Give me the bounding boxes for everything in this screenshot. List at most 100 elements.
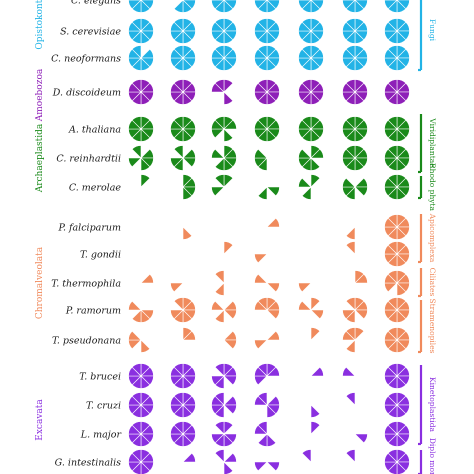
pie-slice xyxy=(387,297,398,311)
pie-glyph xyxy=(254,461,280,472)
pie-slice xyxy=(257,392,268,406)
pie-slice xyxy=(214,282,225,296)
pie-slice xyxy=(223,174,234,188)
pie-slice xyxy=(257,421,268,435)
pie-slice xyxy=(257,186,268,200)
pie-slice xyxy=(298,282,312,293)
species-label: P. falciparum xyxy=(58,223,122,234)
pie-slice xyxy=(257,18,268,32)
lineage-label: Stramenopiles xyxy=(428,299,437,354)
pie-slice xyxy=(310,327,321,341)
pie-glyph xyxy=(310,327,321,341)
pie-glyph xyxy=(170,79,196,105)
pie-glyph xyxy=(254,79,280,105)
pie-slice xyxy=(345,18,356,32)
pie-glyph xyxy=(345,392,356,406)
group-label: Archaeplastida xyxy=(35,123,45,193)
pie-slice xyxy=(345,79,356,93)
pie-glyph xyxy=(301,449,312,463)
pie-glyph xyxy=(384,327,410,353)
pie-glyph xyxy=(170,18,196,44)
lineage-label: Fungi xyxy=(428,19,437,42)
pie-slice xyxy=(211,433,225,444)
pie-slice xyxy=(298,300,312,311)
pie-slice xyxy=(342,309,356,320)
pie-glyph xyxy=(211,421,237,447)
pie-glyph xyxy=(342,327,365,353)
pie-slice xyxy=(173,421,184,435)
pie-slice xyxy=(266,395,280,406)
pie-glyph xyxy=(298,174,321,200)
lineage-label: Diplo monad xyxy=(428,438,437,474)
lineage-label: Viridiplantae xyxy=(428,117,437,168)
pie-slice xyxy=(131,116,142,130)
pie-slice xyxy=(254,273,268,284)
pie-glyph xyxy=(342,366,356,377)
pie-slice xyxy=(310,404,321,418)
pie-slice xyxy=(301,449,312,463)
pie-slice xyxy=(223,461,234,474)
pie-slice xyxy=(354,177,368,188)
pie-glyph xyxy=(254,330,280,350)
pie-glyph xyxy=(254,253,268,264)
pie-glyph xyxy=(211,45,237,71)
pie-slice xyxy=(173,116,184,130)
pie-glyph xyxy=(384,145,410,171)
pie-slice xyxy=(214,363,225,377)
pie-slice xyxy=(345,45,356,59)
pie-glyph xyxy=(342,297,368,323)
pie-slice xyxy=(301,116,312,130)
pie-slice xyxy=(223,404,237,415)
pie-glyph xyxy=(170,116,196,142)
pie-glyph xyxy=(345,449,356,463)
pie-slice xyxy=(310,309,324,320)
pie-slice xyxy=(310,366,324,377)
pie-glyph xyxy=(211,18,237,44)
pie-slice xyxy=(182,148,196,159)
species-label: T. brucei xyxy=(79,372,121,383)
pie-glyph xyxy=(384,18,410,44)
species-label: C. merolae xyxy=(69,183,122,194)
pie-slice xyxy=(182,157,196,168)
pie-glyph xyxy=(354,270,368,284)
pie-slice xyxy=(301,45,312,59)
pie-glyph xyxy=(128,421,154,447)
pie-slice xyxy=(387,18,398,32)
species-label: T. pseudonana xyxy=(52,336,121,347)
pie-glyph xyxy=(384,214,410,240)
pie-glyph xyxy=(254,18,280,44)
pie-slice xyxy=(254,253,268,264)
pie-slice xyxy=(140,339,151,353)
pie-slice xyxy=(345,449,356,463)
pie-glyph xyxy=(254,421,277,447)
pie-glyph xyxy=(384,174,410,200)
pie-slice xyxy=(387,214,398,228)
pie-slice xyxy=(387,327,398,341)
pie-slice xyxy=(354,273,368,284)
pie-slice xyxy=(257,45,268,59)
pie-slice xyxy=(266,433,277,447)
pie-slice xyxy=(345,297,356,311)
pie-slice xyxy=(214,421,225,435)
pie-slice xyxy=(131,421,142,435)
pie-slice xyxy=(140,273,154,284)
pie-glyph xyxy=(182,452,196,463)
species-label: T. cruzi xyxy=(86,401,121,412)
pie-slice xyxy=(211,300,225,311)
species-label: C. reinhardtii xyxy=(56,154,121,165)
pie-slice xyxy=(223,91,234,105)
pie-glyph xyxy=(128,18,154,44)
pie-glyph xyxy=(254,116,280,142)
pie-slice xyxy=(211,148,225,159)
pie-glyph xyxy=(298,45,324,71)
pie-slice xyxy=(128,339,142,350)
pie-glyph xyxy=(140,174,151,188)
pie-slice xyxy=(131,18,142,32)
pie-slice xyxy=(345,226,356,240)
pie-slice xyxy=(254,375,268,386)
pie-glyph xyxy=(211,145,237,171)
pie-slice xyxy=(345,116,356,130)
pie-glyph xyxy=(298,145,324,171)
pie-glyph xyxy=(128,363,154,389)
lineage-label: Ciliates xyxy=(428,268,437,297)
